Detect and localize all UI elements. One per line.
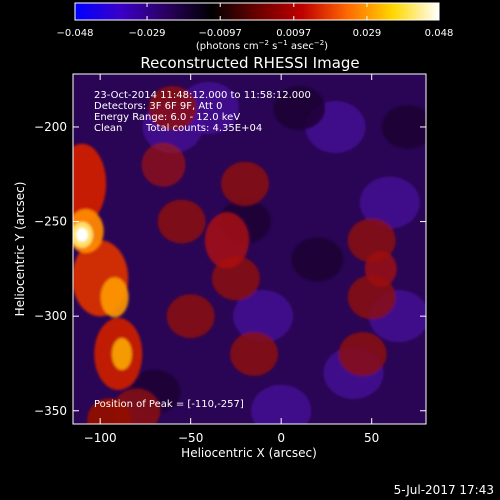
y-tick-label: −350 (34, 404, 67, 418)
heatmap-cell (338, 332, 387, 376)
image-area (73, 74, 426, 424)
annotation-peak-position: Position of Peak = [-110,-257] (94, 399, 244, 410)
y-tick-label: −300 (34, 309, 67, 323)
x-tick-label: 50 (364, 431, 379, 445)
annotation-total-counts: Total counts: 4.35E+04 (145, 123, 262, 134)
annotation-energy-range: Energy Range: 6.0 - 12.0 keV (94, 112, 240, 123)
heatmap-cell (87, 398, 132, 424)
x-axis-label: Heliocentric X (arcsec) (181, 446, 317, 460)
x-tick-label: 0 (277, 431, 285, 445)
heatmap-cell (230, 332, 279, 376)
heatmap-cell (364, 250, 397, 287)
y-tick-label: −250 (34, 215, 67, 229)
heatmap-cell (111, 338, 132, 370)
heatmap-cell (73, 143, 107, 224)
annotation-time-range: 23-Oct-2014 11:48:12.000 to 11:58:12.000 (94, 90, 311, 101)
colorbar-ticks: −0.048 −0.029 −0.0097 0.0097 0.029 0.048 (56, 3, 453, 39)
heatmap-cell (157, 199, 206, 244)
heatmap-cell (204, 212, 249, 269)
colorbar-tick-label: −0.048 (56, 28, 93, 39)
colorbar-tick-label: 0.048 (425, 28, 454, 39)
colorbar-tick-label: −0.029 (129, 28, 166, 39)
heatmap-blobs (73, 82, 426, 424)
colorbar-strip (74, 2, 440, 21)
colorbar-unit-label: (photons cm−2 s−1 asec−2) (196, 39, 328, 52)
heatmap-cell (251, 384, 312, 424)
annotation-detectors: Detectors: 3F 6F 9F, Att 0 (94, 101, 222, 112)
heatmap-cell (381, 104, 426, 149)
colorbar: −0.048 −0.029 −0.0097 0.0097 0.029 0.048 (pho… (56, 2, 453, 52)
plot-frame (72, 73, 427, 425)
chart-title: Reconstructed RHESSI Image (140, 54, 359, 72)
heatmap-cell (273, 86, 326, 131)
heatmap-cell (166, 294, 215, 339)
heatmap-peak-core (76, 227, 89, 242)
heatmap-cell (220, 161, 269, 206)
annotation-method: Clean (94, 123, 122, 134)
y-tick-label: −200 (34, 120, 67, 134)
heatmap-cell (141, 142, 186, 187)
x-tick-label: −100 (84, 431, 117, 445)
heatmap-cell (233, 290, 294, 343)
y-axis-ticks: −200 −250 −300 −350 (34, 120, 426, 418)
footer-date: 5-Jul-2017 17:43 (394, 483, 494, 497)
x-axis-ticks: −100 −50 0 50 (84, 74, 379, 445)
colorbar-tick-label: 0.029 (353, 28, 382, 39)
colorbar-tick-label: 0.0097 (276, 28, 311, 39)
annotations: 23-Oct-2014 11:48:12.000 to 11:58:12.000… (94, 90, 311, 410)
heatmap-cell (148, 86, 197, 131)
y-axis-label: Heliocentric Y (arcsec) (13, 182, 27, 317)
colorbar-tick-label: −0.0097 (199, 28, 242, 39)
heatmap-cell (291, 237, 344, 282)
x-tick-label: −50 (178, 431, 203, 445)
heatmap-cell (100, 277, 129, 318)
heatmap-cell (359, 176, 420, 229)
